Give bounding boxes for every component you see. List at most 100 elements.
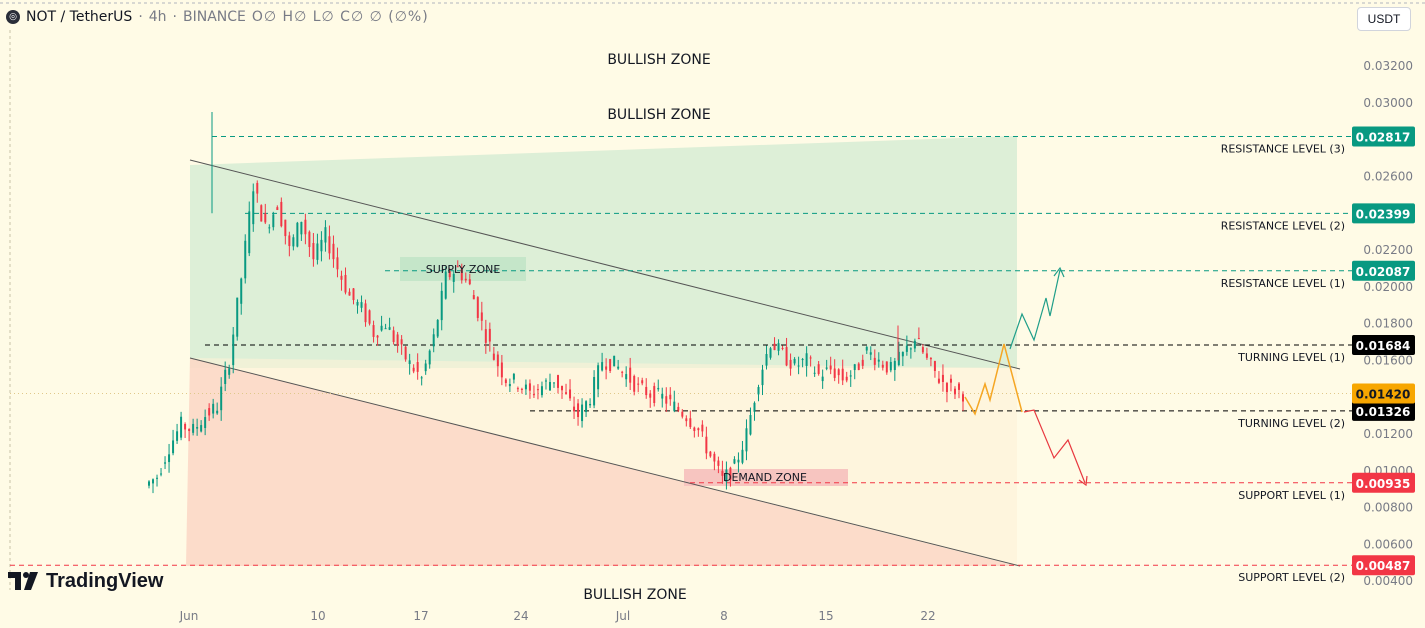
bullish-zone-label-2: BULLISH ZONE: [607, 107, 710, 123]
y-tick-label: 0.01200: [1363, 427, 1413, 441]
candle-body: [837, 369, 840, 376]
candle-body: [296, 222, 299, 247]
candle-body: [148, 481, 151, 486]
candle-body: [300, 221, 303, 235]
candle-body: [953, 388, 956, 395]
price-badge: [1352, 400, 1415, 421]
candle-body: [961, 394, 964, 402]
candle-body: [757, 387, 760, 395]
candle-body: [741, 449, 744, 463]
currency-button[interactable]: USDT: [1357, 7, 1411, 31]
candle-body: [765, 354, 768, 366]
candle-body: [184, 424, 187, 430]
candle-body: [825, 367, 828, 369]
candle-body: [464, 278, 467, 281]
candle-body: [865, 346, 868, 351]
ohlc-values: O∅ H∅ L∅ C∅ ∅ (∅%): [251, 9, 429, 25]
candle-body: [593, 377, 596, 406]
candle-body: [849, 375, 852, 377]
candle-body: [689, 418, 692, 428]
price-badge: [1352, 472, 1415, 493]
level-label: RESISTANCE LEVEL (3): [1221, 142, 1345, 155]
price-badge-text: 0.00935: [1356, 477, 1411, 491]
candle-body: [781, 347, 784, 349]
candle-body: [176, 431, 179, 441]
candle-body: [452, 273, 455, 282]
candle-body: [805, 353, 808, 366]
candle-body: [877, 359, 880, 362]
candle-body: [232, 334, 235, 366]
y-tick-label: 0.00400: [1363, 574, 1413, 588]
candle-body: [569, 389, 572, 399]
candle-body: [248, 211, 251, 254]
price-badge: [1352, 126, 1415, 147]
candle-body: [773, 343, 776, 351]
current-price-badge-text: 0.01420: [1356, 388, 1411, 402]
candle-body: [649, 393, 652, 398]
candle-body: [208, 408, 211, 416]
candle-body: [613, 355, 616, 367]
candle-body: [444, 271, 447, 299]
x-tick-label: 15: [818, 609, 833, 623]
candle-body: [677, 406, 680, 411]
candle-body: [268, 227, 271, 229]
candle-body: [380, 325, 383, 331]
candles-group: [148, 112, 964, 494]
candle-body: [829, 365, 832, 370]
candle-body: [797, 365, 800, 367]
candle-body: [621, 371, 624, 373]
candle-body: [705, 436, 708, 454]
projection-down-path: [1023, 409, 1086, 484]
candle-body: [180, 416, 183, 438]
candle-body: [681, 411, 684, 417]
tradingview-logo-text: TradingView: [46, 569, 164, 592]
candle-body: [729, 467, 732, 480]
candle-body: [645, 386, 648, 396]
candle-body: [308, 231, 311, 248]
candle-body: [597, 365, 600, 390]
y-tick-label: 0.02600: [1363, 169, 1413, 183]
candle-body: [544, 380, 547, 382]
bullish-zone-label-1: BULLISH ZONE: [607, 52, 710, 68]
candle-body: [801, 359, 804, 361]
candle-body: [737, 459, 740, 463]
candle-body: [152, 479, 155, 484]
candle-body: [540, 386, 543, 396]
candle-body: [284, 219, 287, 237]
candle-body: [168, 454, 171, 463]
candle-body: [617, 366, 620, 369]
supply-zone-box: [400, 257, 526, 281]
candle-body: [332, 243, 335, 260]
candle-body: [841, 368, 844, 381]
candle-body: [256, 182, 259, 194]
candle-body: [581, 404, 584, 422]
candle-body: [192, 423, 195, 433]
candle-body: [236, 297, 239, 337]
x-tick-label: 8: [720, 609, 728, 623]
candle-body: [476, 297, 479, 318]
interval-label[interactable]: 4h: [148, 9, 167, 25]
symbol-name[interactable]: NOT / TetherUS: [26, 9, 133, 25]
candle-body: [925, 353, 928, 358]
candle-body: [697, 428, 700, 431]
candle-body: [188, 429, 191, 431]
price-badges: 0.02817 0.02399 0.02087 0.01684 0.01326 0.009…: [1352, 126, 1415, 576]
tradingview-logo[interactable]: TradingView: [8, 569, 163, 593]
channel-lower-line: [189, 357, 1021, 567]
candle-body: [853, 364, 856, 371]
bullish-zone-label-3: BULLISH ZONE: [583, 587, 686, 603]
candle-body: [905, 345, 908, 352]
candle-body: [408, 360, 411, 365]
candle-body: [536, 389, 539, 391]
candle-body: [901, 352, 904, 357]
candle-body: [873, 357, 876, 365]
candle-body: [276, 207, 279, 211]
projection-mid-path: [964, 343, 1023, 416]
candle-body: [448, 271, 451, 278]
candle-body: [324, 227, 327, 243]
x-tick-label: 22: [920, 609, 935, 623]
candle-body: [585, 401, 588, 413]
y-tick-label: 0.02000: [1363, 280, 1413, 294]
